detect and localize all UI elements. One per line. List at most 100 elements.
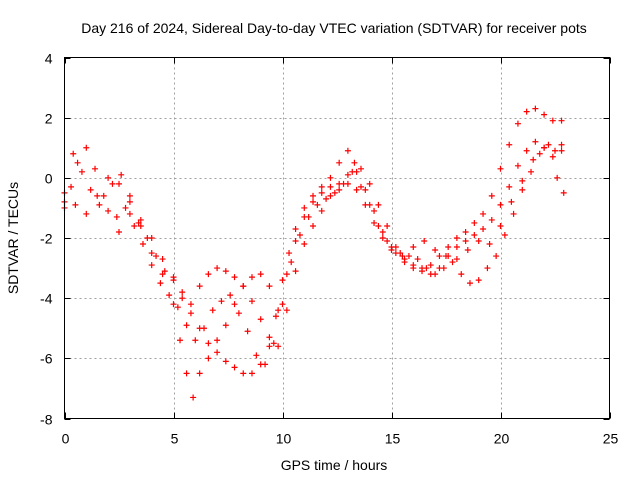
data-point xyxy=(318,207,325,214)
data-point xyxy=(445,244,452,251)
data-point xyxy=(379,235,386,241)
data-point xyxy=(423,265,430,272)
data-point xyxy=(532,105,539,112)
data-point xyxy=(310,192,317,199)
data-point xyxy=(552,147,558,154)
data-point xyxy=(179,289,186,296)
data-point xyxy=(462,228,469,235)
data-point xyxy=(148,262,155,269)
data-point xyxy=(449,259,456,266)
data-point xyxy=(131,222,138,229)
data-point xyxy=(475,238,482,245)
data-point xyxy=(357,183,364,190)
data-point xyxy=(126,192,133,199)
data-point xyxy=(318,183,325,190)
data-point xyxy=(532,138,539,145)
data-point xyxy=(514,120,521,127)
data-point xyxy=(135,219,142,226)
data-point xyxy=(126,198,133,205)
data-point xyxy=(116,180,122,187)
x-tick-label: 15 xyxy=(385,431,401,447)
data-point xyxy=(74,159,81,166)
data-point xyxy=(122,204,129,211)
data-point xyxy=(272,313,279,320)
y-axis-ticks: 4 2 0 -2 -4 -6 -8 xyxy=(40,51,610,428)
data-point xyxy=(235,310,242,317)
data-point xyxy=(458,271,465,278)
data-point xyxy=(231,301,238,308)
data-point xyxy=(519,177,526,184)
x-tick-label: 10 xyxy=(276,431,292,447)
data-point xyxy=(183,370,190,377)
data-point xyxy=(174,304,181,311)
x-axis-label: GPS time / hours xyxy=(281,457,388,473)
data-point xyxy=(362,186,369,193)
data-point xyxy=(92,165,99,172)
data-point xyxy=(118,171,125,178)
data-point xyxy=(266,283,273,290)
data-point xyxy=(248,274,255,281)
data-point xyxy=(421,238,428,245)
data-point xyxy=(109,180,116,187)
data-point xyxy=(501,231,508,238)
data-point xyxy=(222,268,229,275)
data-point xyxy=(201,325,208,332)
data-point xyxy=(484,265,491,272)
data-point xyxy=(166,292,173,299)
data-point xyxy=(327,192,334,199)
data-point xyxy=(148,235,155,241)
data-point xyxy=(279,301,286,308)
y-tick-label: 4 xyxy=(45,51,53,67)
data-point xyxy=(137,216,144,223)
data-point xyxy=(286,250,293,257)
data-point xyxy=(528,168,535,175)
data-point xyxy=(375,201,382,208)
data-point xyxy=(336,159,343,166)
data-point xyxy=(231,274,238,281)
data-point xyxy=(113,213,120,220)
data-point xyxy=(436,253,443,260)
x-tick-label: 5 xyxy=(171,431,179,447)
data-point xyxy=(560,189,567,196)
data-point xyxy=(357,165,364,172)
data-point xyxy=(462,238,469,245)
data-point xyxy=(471,231,478,238)
data-point xyxy=(323,195,330,202)
data-point xyxy=(558,147,565,154)
data-point xyxy=(432,247,439,254)
data-point xyxy=(344,171,351,178)
y-tick-label: -8 xyxy=(40,412,53,428)
data-point xyxy=(466,280,473,287)
y-tick-label: 2 xyxy=(45,111,53,127)
data-point xyxy=(554,174,561,181)
data-point xyxy=(94,192,101,199)
data-point xyxy=(401,256,408,263)
data-point xyxy=(497,222,504,229)
data-point xyxy=(192,337,199,344)
data-point xyxy=(475,277,482,284)
data-point xyxy=(541,111,548,118)
data-point xyxy=(179,295,186,302)
data-point xyxy=(558,117,565,124)
data-point xyxy=(497,165,504,172)
data-point xyxy=(139,241,146,248)
data-point xyxy=(296,231,303,238)
data-point xyxy=(214,337,221,344)
data-point xyxy=(397,250,404,257)
data-point xyxy=(266,343,273,350)
data-point xyxy=(275,343,282,350)
data-point xyxy=(471,219,478,226)
data-point xyxy=(488,216,495,223)
data-point xyxy=(253,352,260,359)
data-point xyxy=(177,337,184,344)
data-point xyxy=(310,222,317,229)
data-point xyxy=(371,207,378,214)
data-point xyxy=(301,213,308,220)
data-point xyxy=(453,235,460,241)
chart-title: Day 216 of 2024, Sidereal Day-to-day VTE… xyxy=(81,20,587,36)
data-point xyxy=(523,108,530,115)
data-point xyxy=(161,268,168,275)
data-point xyxy=(248,298,255,305)
data-point xyxy=(292,225,299,232)
